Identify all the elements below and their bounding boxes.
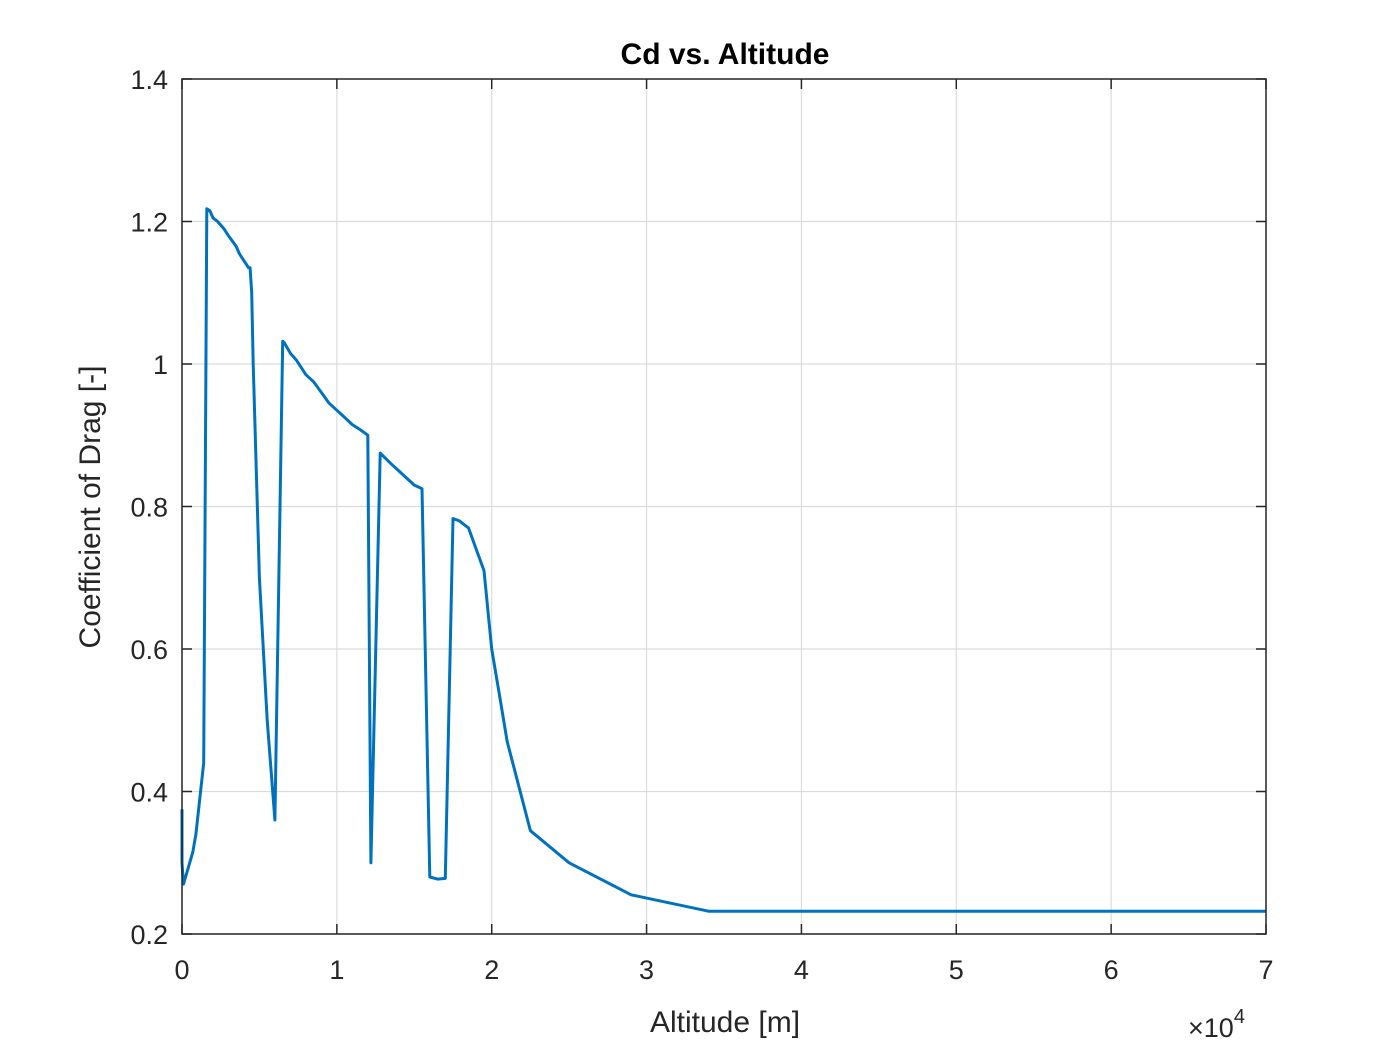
x-axis-exponent: ×104 <box>1188 1006 1245 1043</box>
y-tick-label: 1 <box>153 350 168 380</box>
x-tick-label: 4 <box>794 955 809 985</box>
chart-title: Cd vs. Altitude <box>621 38 830 71</box>
y-tick-label: 1.2 <box>130 208 168 238</box>
grid <box>181 78 1267 935</box>
cd-series-line <box>180 207 1266 913</box>
y-axis-label: Coefficient of Drag [-] <box>74 366 107 649</box>
y-tick-label: 0.6 <box>130 635 168 665</box>
y-tick-label: 0.8 <box>130 493 168 523</box>
tick-marks <box>181 78 1267 935</box>
x-tick-label: 1 <box>329 955 344 985</box>
x-tick-label: 5 <box>949 955 964 985</box>
y-tick-label: 0.2 <box>130 920 168 950</box>
y-tick-label: 1.4 <box>130 65 168 95</box>
x-tick-label: 7 <box>1258 955 1273 985</box>
x-tick-labels: 0 1 2 3 4 5 6 7 <box>174 955 1273 985</box>
x-tick-label: 3 <box>639 955 654 985</box>
x-tick-label: 0 <box>174 955 189 985</box>
x-tick-label: 2 <box>484 955 499 985</box>
x-exponent-power: 4 <box>1234 1006 1245 1028</box>
x-exponent-base: ×10 <box>1188 1013 1234 1043</box>
y-tick-label: 0.4 <box>130 778 168 808</box>
x-tick-label: 6 <box>1104 955 1119 985</box>
y-tick-labels: 0.2 0.4 0.6 0.8 1 1.2 1.4 <box>130 65 168 950</box>
x-axis-label: Altitude [m] <box>650 1006 800 1039</box>
